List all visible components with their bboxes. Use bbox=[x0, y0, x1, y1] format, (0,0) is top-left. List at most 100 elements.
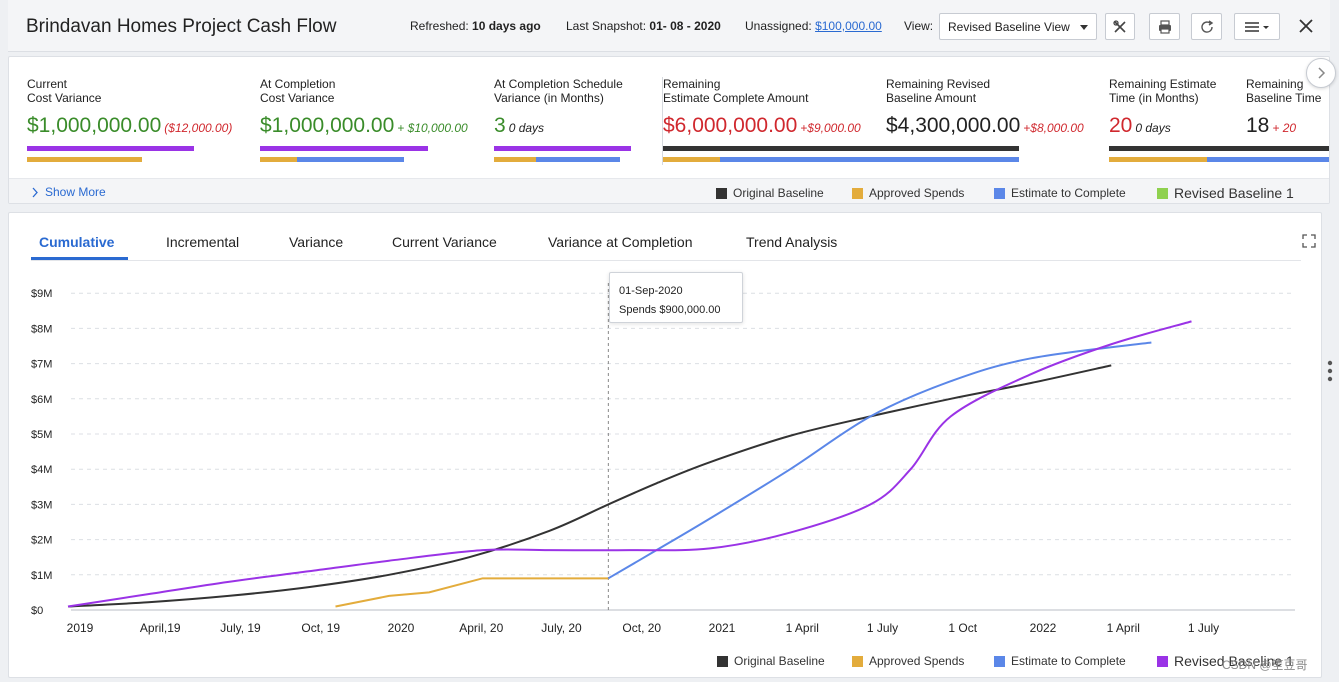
kpi-delta: 0 days bbox=[508, 121, 545, 135]
kpi-bar-estimate bbox=[536, 157, 620, 162]
tab-cumulative[interactable]: Cumulative bbox=[39, 234, 115, 250]
x-tick-label: 1 July bbox=[1188, 621, 1219, 635]
kpi-value: $1,000,000.00 bbox=[27, 114, 162, 137]
kpi-remaining-revised-baseline: Remaining Revised Baseline Amount $4,300… bbox=[886, 77, 1084, 140]
x-tick-label: July, 19 bbox=[220, 621, 261, 635]
snapshot-info: Last Snapshot: 01- 08 - 2020 bbox=[566, 19, 721, 33]
legend-swatch bbox=[852, 655, 863, 667]
kpi-bar-approved bbox=[1109, 157, 1207, 162]
kpi-delta: + $10,000.00 bbox=[397, 121, 468, 135]
legend-swatch bbox=[716, 187, 727, 199]
tooltip-date: 01-Sep-2020 bbox=[619, 285, 683, 297]
chart-panel: Cumulative Incremental Variance Current … bbox=[8, 212, 1322, 678]
tab-current-variance[interactable]: Current Variance bbox=[392, 234, 497, 250]
unassigned-label: Unassigned: bbox=[745, 19, 812, 33]
legend-label: Approved Spends bbox=[869, 654, 965, 668]
chart-tabs: Cumulative Incremental Variance Current … bbox=[31, 213, 1316, 261]
kpi-remaining-estimate-amount: Remaining Estimate Complete Amount $6,00… bbox=[663, 77, 861, 140]
refresh-button[interactable] bbox=[1191, 13, 1222, 40]
cash-flow-chart: $0 $1M $2M $3M $4M $5M $6M $7M $8M $9M 2019 April,1… bbox=[31, 283, 1295, 635]
print-button[interactable] bbox=[1149, 13, 1180, 40]
chart-legend-original[interactable]: Original Baseline bbox=[717, 654, 825, 668]
tab-variance[interactable]: Variance bbox=[289, 234, 344, 250]
tab-variance-at-completion[interactable]: Variance at Completion bbox=[548, 234, 693, 250]
legend-label: Approved Spends bbox=[869, 186, 965, 200]
kpi-label: Cost Variance bbox=[27, 91, 102, 105]
view-select[interactable]: Revised Baseline View bbox=[939, 13, 1097, 40]
legend-swatch bbox=[1157, 187, 1168, 199]
kpi-bar-approved bbox=[260, 157, 297, 162]
expand-icon[interactable] bbox=[1301, 233, 1317, 249]
chart-legend-approved[interactable]: Approved Spends bbox=[852, 654, 964, 668]
legend-swatch bbox=[852, 187, 863, 199]
x-tick-label: 1 July bbox=[867, 621, 898, 635]
x-tick-label: 1 April bbox=[786, 621, 819, 635]
y-tick-label: $9M bbox=[31, 288, 52, 300]
kpi-bar-estimate bbox=[297, 157, 404, 162]
close-icon[interactable] bbox=[1295, 15, 1317, 37]
kpi-footer: Show More Original Baseline Approved Spe… bbox=[9, 178, 1329, 203]
header-bar: Brindavan Homes Project Cash Flow Refres… bbox=[8, 0, 1330, 52]
kpi-label: Baseline Amount bbox=[886, 91, 977, 105]
view-label: View: bbox=[904, 19, 934, 33]
tab-trend-analysis[interactable]: Trend Analysis bbox=[746, 234, 838, 250]
snapshot-label: Last Snapshot: bbox=[566, 19, 647, 33]
kpi-schedule-variance: At Completion Schedule Variance (in Mont… bbox=[494, 77, 623, 140]
kpi-label: Baseline Time bbox=[1246, 91, 1322, 105]
unassigned-info: Unassigned: $100,000.00 bbox=[745, 19, 882, 33]
kpi-completion-cost-variance: At Completion Cost Variance $1,000,000.0… bbox=[260, 77, 468, 140]
snapshot-value: 01- 08 - 2020 bbox=[649, 19, 721, 33]
y-tick-label: $1M bbox=[31, 570, 52, 582]
kpi-bar-revised bbox=[27, 146, 194, 151]
kpi-legend-approved: Approved Spends bbox=[852, 186, 964, 200]
chevron-down-icon bbox=[1080, 25, 1088, 30]
legend-swatch bbox=[994, 187, 1005, 199]
menu-icon bbox=[1245, 21, 1269, 32]
y-tick-label: $8M bbox=[31, 323, 52, 335]
chart-legend-revised[interactable]: Revised Baseline 1 bbox=[1157, 653, 1294, 669]
kpi-label: At Completion Schedule bbox=[494, 77, 623, 91]
kpi-divider bbox=[662, 77, 663, 165]
y-tick-label: $4M bbox=[31, 464, 52, 476]
x-tick-label: 2019 bbox=[67, 621, 94, 635]
series-revised-baseline bbox=[67, 320, 1192, 608]
legend-swatch bbox=[1157, 655, 1168, 667]
kpi-next-button[interactable] bbox=[1306, 58, 1336, 88]
kpi-delta: ($12,000.00) bbox=[164, 121, 233, 135]
legend-label: Revised Baseline 1 bbox=[1174, 653, 1294, 669]
y-tick-label: $6M bbox=[31, 394, 52, 406]
kpi-label: Remaining bbox=[663, 77, 721, 91]
kpi-label: Remaining Estimate bbox=[1109, 77, 1217, 91]
kpi-label: Estimate Complete Amount bbox=[663, 91, 809, 105]
kpi-legend-revised: Revised Baseline 1 bbox=[1157, 185, 1294, 201]
page-title: Brindavan Homes Project Cash Flow bbox=[26, 16, 337, 37]
unassigned-link[interactable]: $100,000.00 bbox=[815, 19, 882, 33]
more-options-icon[interactable] bbox=[1327, 360, 1333, 382]
menu-button[interactable] bbox=[1234, 13, 1280, 40]
legend-swatch bbox=[994, 655, 1005, 667]
legend-label: Revised Baseline 1 bbox=[1174, 185, 1294, 201]
kpi-panel: Current Cost Variance $1,000,000.00 ($12,… bbox=[8, 56, 1330, 204]
tooltip-row: Spends $900,000.00 bbox=[619, 301, 742, 320]
legend-label: Original Baseline bbox=[734, 654, 825, 668]
x-tick-label: 2020 bbox=[388, 621, 415, 635]
kpi-label: Current bbox=[27, 77, 68, 91]
tab-incremental[interactable]: Incremental bbox=[166, 234, 240, 250]
watermark: CSDN @笙豆哥 bbox=[1222, 658, 1308, 672]
kpi-remaining-estimate-time: Remaining Estimate Time (in Months) 20 0 … bbox=[1109, 77, 1216, 140]
x-tick-label: April,19 bbox=[140, 621, 181, 635]
kpi-value-row: 18 + 20 bbox=[1246, 114, 1321, 140]
tools-button[interactable] bbox=[1105, 13, 1135, 40]
refreshed-value: 10 days ago bbox=[472, 19, 541, 33]
y-tick-label: $5M bbox=[31, 429, 52, 441]
kpi-label: At Completion bbox=[260, 77, 336, 91]
kpi-bar-original bbox=[1109, 146, 1329, 151]
kpi-legend-original: Original Baseline bbox=[716, 186, 824, 200]
show-more-button[interactable]: Show More bbox=[31, 185, 106, 199]
x-tick-label: 2021 bbox=[709, 621, 736, 635]
kpi-legend-estimate: Estimate to Complete bbox=[994, 186, 1126, 200]
active-tab-indicator bbox=[31, 257, 128, 260]
series-original-baseline bbox=[67, 364, 1112, 608]
chart-legend-estimate[interactable]: Estimate to Complete bbox=[994, 654, 1126, 668]
kpi-bar-approved bbox=[663, 157, 720, 162]
